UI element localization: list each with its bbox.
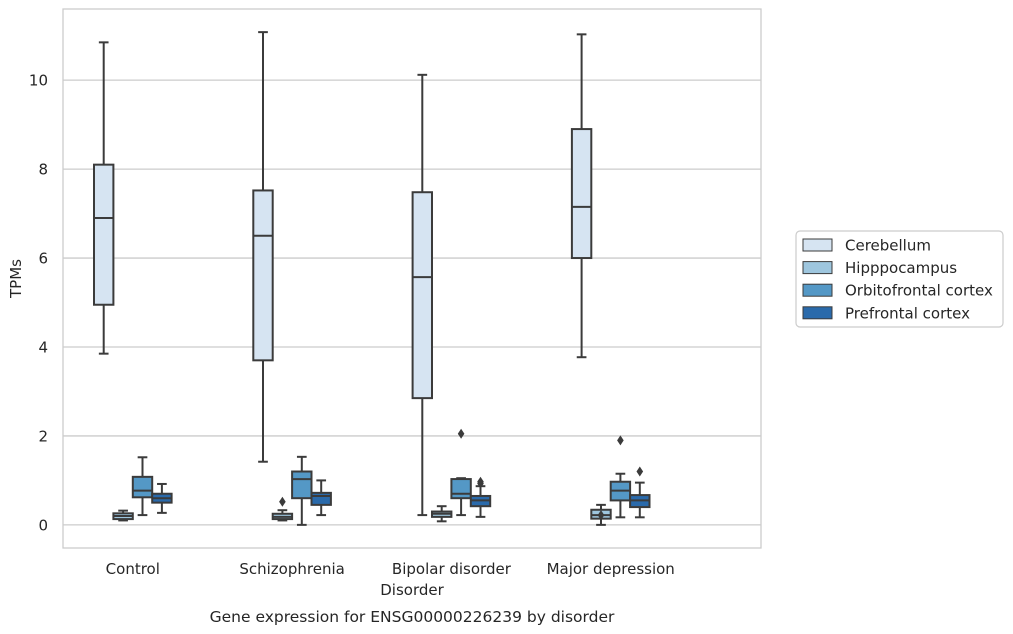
box-iqr bbox=[411, 191, 434, 400]
box-0-1 bbox=[252, 31, 274, 463]
outlier-point bbox=[279, 496, 286, 507]
legend-swatch bbox=[802, 261, 833, 275]
box-2-2 bbox=[450, 428, 472, 517]
box-iqr bbox=[93, 163, 115, 306]
box-0-0 bbox=[93, 41, 115, 355]
box-iqr bbox=[310, 491, 332, 506]
box-3-0 bbox=[151, 482, 173, 514]
box-1-0 bbox=[112, 509, 134, 522]
x-tick-label: Control bbox=[106, 560, 160, 578]
legend-item[interactable]: Orbitofrontal cortex bbox=[802, 282, 993, 300]
box-iqr bbox=[450, 478, 472, 500]
box-3-2 bbox=[469, 476, 492, 518]
y-tick-label: 8 bbox=[38, 161, 48, 179]
box-plots bbox=[93, 31, 651, 526]
chart-title: Gene expression for ENSG00000226239 by d… bbox=[210, 608, 615, 626]
box-0-2 bbox=[411, 73, 434, 517]
legend-item[interactable]: Hipppocampus bbox=[802, 259, 957, 277]
x-tick-labels: Control Schizophrenia Bipolar disorder Majo… bbox=[106, 560, 675, 578]
outlier-point bbox=[636, 466, 644, 477]
box-iqr bbox=[131, 475, 154, 499]
legend[interactable]: Cerebellum Hipppocampus Orbitofrontal cort… bbox=[795, 230, 1004, 328]
box-3-1 bbox=[310, 479, 332, 517]
outlier-point bbox=[597, 510, 605, 521]
x-tick-label: Schizophrenia bbox=[239, 560, 344, 578]
legend-label: Orbitofrontal cortex bbox=[845, 282, 993, 300]
box-1-3 bbox=[590, 503, 612, 526]
legend-swatch bbox=[802, 238, 833, 252]
legend-frame bbox=[795, 230, 1004, 328]
box-0-3 bbox=[570, 33, 593, 359]
box-iqr bbox=[570, 128, 593, 260]
box-2-0 bbox=[131, 456, 154, 517]
box-2-1 bbox=[291, 455, 313, 526]
y-tick-label: 6 bbox=[38, 250, 48, 268]
legend-item[interactable]: Prefrontal cortex bbox=[802, 304, 970, 322]
box-2-3 bbox=[609, 435, 632, 519]
y-tick-label: 0 bbox=[38, 516, 48, 534]
legend-swatch bbox=[802, 283, 833, 297]
legend-item[interactable]: Cerebellum bbox=[802, 237, 931, 255]
outlier-point bbox=[617, 435, 624, 446]
y-tick-labels: 0 2 4 6 8 10 bbox=[29, 72, 48, 535]
box-1-1 bbox=[271, 496, 294, 522]
outlier-point bbox=[457, 428, 465, 439]
outlier-point bbox=[477, 478, 484, 489]
legend-label: Hipppocampus bbox=[845, 259, 957, 277]
plot-frame bbox=[62, 8, 762, 549]
y-axis-title: TPMs bbox=[7, 259, 25, 299]
x-tick-label: Major depression bbox=[547, 560, 675, 578]
y-tick-label: 2 bbox=[38, 427, 48, 445]
y-tick-label: 10 bbox=[29, 72, 48, 90]
box-iqr bbox=[291, 470, 313, 500]
box-3-3 bbox=[629, 466, 651, 519]
legend-label: Cerebellum bbox=[845, 237, 931, 255]
y-tick-label: 4 bbox=[38, 338, 48, 356]
box-iqr bbox=[252, 189, 274, 362]
legend-swatch bbox=[802, 306, 833, 320]
x-axis-title: Disorder bbox=[380, 581, 444, 599]
legend-label: Prefrontal cortex bbox=[845, 304, 970, 322]
x-tick-label: Bipolar disorder bbox=[392, 560, 512, 578]
box-1-2 bbox=[431, 505, 453, 523]
